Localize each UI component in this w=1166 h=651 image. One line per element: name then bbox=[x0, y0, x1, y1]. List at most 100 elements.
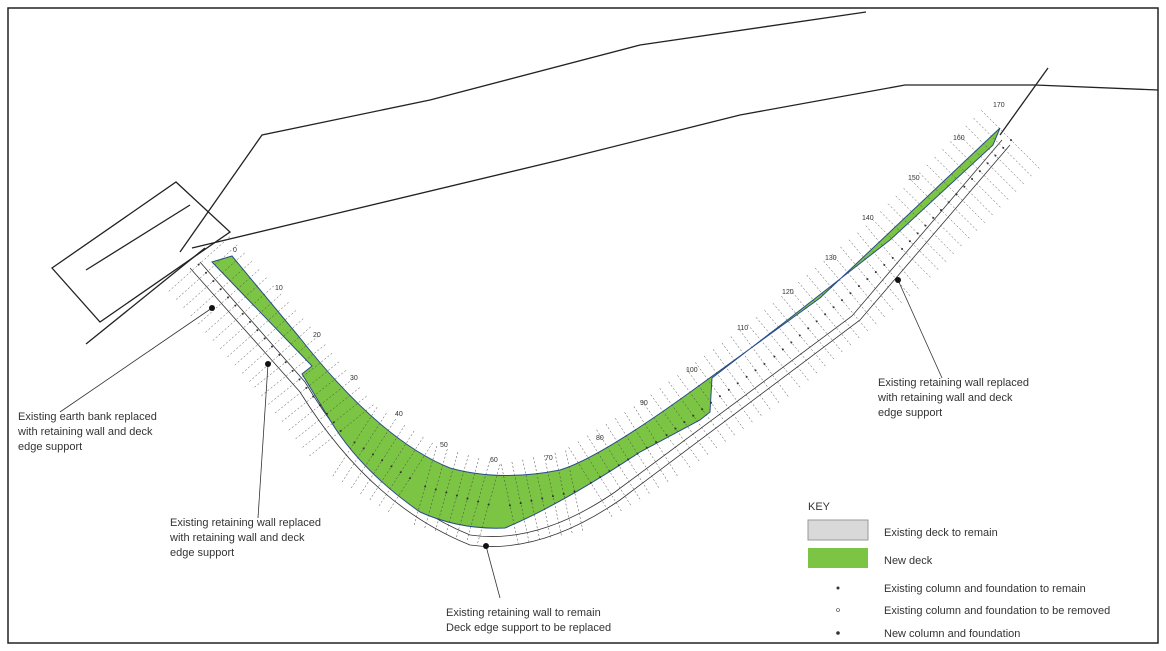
section-tick bbox=[857, 232, 911, 296]
section-tick bbox=[227, 302, 289, 358]
section-tick bbox=[197, 269, 260, 325]
column bbox=[683, 421, 686, 424]
column bbox=[197, 263, 200, 266]
column bbox=[994, 154, 997, 157]
column bbox=[455, 494, 458, 497]
column bbox=[212, 280, 215, 283]
column bbox=[665, 434, 668, 437]
annotation: Existing retaining wall replaced bbox=[878, 377, 1029, 389]
leader bbox=[59, 307, 213, 413]
column bbox=[562, 492, 565, 495]
section-tick bbox=[848, 239, 902, 303]
section-tick bbox=[605, 423, 650, 494]
column bbox=[573, 490, 576, 493]
structure bbox=[51, 181, 232, 323]
chainage-label: 30 bbox=[350, 375, 358, 382]
section-tick bbox=[295, 387, 360, 439]
leader bbox=[897, 279, 943, 379]
column bbox=[325, 412, 328, 415]
annotation: Existing earth bank replaced bbox=[18, 411, 157, 423]
column bbox=[718, 395, 721, 398]
section-tick bbox=[587, 435, 631, 506]
section-tick bbox=[641, 401, 691, 468]
annotation: edge support bbox=[878, 407, 942, 419]
column bbox=[362, 447, 365, 450]
section-tick bbox=[309, 404, 374, 457]
column bbox=[219, 288, 222, 291]
road-edge bbox=[85, 247, 206, 345]
column bbox=[674, 427, 677, 430]
column bbox=[754, 369, 757, 372]
column bbox=[390, 465, 393, 468]
column bbox=[971, 177, 974, 180]
section-tick bbox=[435, 452, 459, 532]
column bbox=[773, 355, 776, 358]
column bbox=[940, 209, 943, 212]
section-tick bbox=[378, 436, 424, 507]
section-tick bbox=[445, 455, 469, 535]
road-edge bbox=[179, 11, 867, 253]
section-tick bbox=[533, 457, 551, 538]
column bbox=[399, 471, 402, 474]
section-tick bbox=[281, 370, 347, 422]
column bbox=[434, 488, 437, 491]
column bbox=[763, 362, 766, 365]
section-tick bbox=[456, 458, 480, 538]
chainage-label: 10 bbox=[275, 285, 283, 292]
column bbox=[339, 429, 342, 432]
column bbox=[832, 306, 835, 309]
section-tick bbox=[624, 412, 669, 482]
section-tick bbox=[168, 236, 231, 292]
section-tick bbox=[249, 326, 311, 382]
column bbox=[866, 278, 869, 281]
chainage-label: 80 bbox=[596, 435, 604, 442]
column bbox=[963, 185, 966, 188]
road-edge bbox=[191, 84, 1159, 249]
column bbox=[445, 491, 448, 494]
column bbox=[798, 334, 801, 337]
section-tick bbox=[789, 288, 843, 353]
road-edge bbox=[999, 67, 1049, 136]
section-tick bbox=[424, 449, 448, 529]
column bbox=[234, 304, 237, 307]
column bbox=[248, 321, 251, 324]
key-item: New deck bbox=[884, 555, 933, 567]
section-tick bbox=[831, 253, 885, 318]
column bbox=[1010, 139, 1013, 142]
column bbox=[508, 504, 511, 507]
column bbox=[986, 162, 989, 165]
section-tick bbox=[288, 378, 353, 431]
key-item: Existing deck to remain bbox=[884, 527, 998, 539]
column bbox=[284, 361, 287, 364]
column bbox=[908, 240, 911, 243]
section-tick bbox=[332, 407, 378, 477]
column bbox=[226, 296, 229, 299]
key-swatch bbox=[807, 519, 869, 541]
column bbox=[692, 414, 695, 417]
column bbox=[932, 216, 935, 219]
column bbox=[530, 499, 533, 502]
section-tick bbox=[781, 295, 835, 360]
new-deck bbox=[211, 127, 1001, 529]
column bbox=[312, 395, 315, 398]
key-symbol bbox=[836, 608, 840, 612]
section-tick bbox=[730, 336, 780, 403]
column bbox=[551, 495, 554, 498]
column bbox=[627, 458, 630, 461]
leader bbox=[257, 363, 269, 519]
section-tick bbox=[903, 187, 962, 247]
chainage-label: 110 bbox=[737, 325, 748, 332]
chainage-label: 20 bbox=[313, 332, 321, 339]
annotation: with retaining wall and deck bbox=[169, 532, 305, 544]
annotation: Existing retaining wall to remain bbox=[446, 607, 601, 619]
column bbox=[424, 485, 427, 488]
chainage-label: 100 bbox=[686, 367, 698, 374]
section-tick bbox=[840, 246, 894, 310]
column bbox=[298, 378, 301, 381]
section-tick bbox=[806, 274, 860, 339]
leader-dot bbox=[209, 305, 215, 311]
key-item: Existing column and foundation to remain bbox=[884, 583, 1086, 595]
column bbox=[857, 285, 860, 288]
key-symbol bbox=[836, 631, 840, 635]
